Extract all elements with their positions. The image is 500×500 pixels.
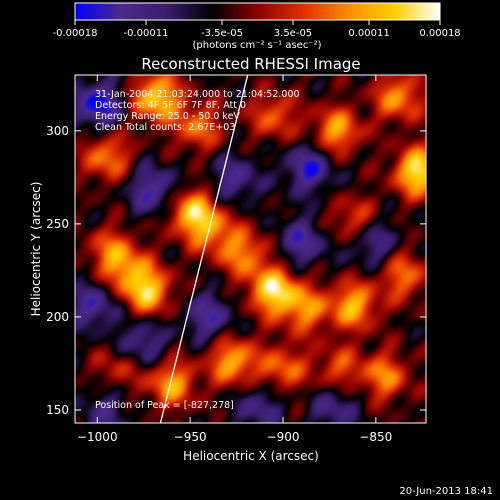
y-tick-label: 300	[46, 124, 69, 138]
colorbar-tick-label: -0.00011	[123, 28, 168, 39]
annotation-energy-range: Energy Range: 25.0 - 50.0 keV	[95, 111, 240, 122]
x-tick-label: −850	[359, 430, 392, 444]
colorbar-tick-label: 0.00018	[419, 28, 460, 39]
y-tick-label: 250	[46, 217, 69, 231]
plot-frame	[74, 74, 427, 424]
footer-timestamp: 20-Jun-2013 18:41	[399, 486, 493, 497]
colorbar-tick-label: 3.5e-05	[274, 28, 312, 39]
colorbar-tick-label: -0.00018	[53, 28, 98, 39]
colorbar	[74, 2, 441, 21]
heatmap-image	[75, 75, 426, 423]
annotation-clean-counts: Clean Total counts: 2.67E+03	[95, 122, 235, 133]
x-tick-label: −950	[174, 430, 207, 444]
annotation-time-range: 31-Jan-2004 21:03:24.000 to 21:04:52.000	[95, 89, 300, 100]
x-tick-label: −1000	[77, 430, 118, 444]
annotation-peak-position: Position of Peak = [-827,278]	[95, 400, 234, 411]
y-tick-label: 200	[46, 310, 69, 324]
x-tick-label: −900	[267, 430, 300, 444]
annotation-detectors: Detectors: 4F 5F 6F 7F 8F, Att 0	[95, 100, 246, 111]
solar-limb-line	[159, 75, 249, 423]
y-axis: 150 200 250 300	[46, 124, 426, 417]
x-axis-label: Heliocentric X (arcsec)	[183, 449, 319, 463]
y-tick-label: 150	[46, 403, 69, 417]
colorbar-tick-label: -3.5e-05	[201, 28, 243, 39]
y-axis-label: Heliocentric Y (arcsec)	[29, 182, 43, 317]
colorbar-unit-label: (photons cm⁻² s⁻¹ asec⁻²)	[192, 40, 321, 51]
colorbar-ticks: -0.00018 -0.00011 -3.5e-05 3.5e-05 0.00011 0.…	[53, 20, 461, 39]
x-axis: −1000 −950 −900 −850	[77, 75, 392, 444]
colorbar-tick-label: 0.00011	[348, 28, 389, 39]
plot-title: Reconstructed RHESSI Image	[141, 55, 360, 73]
